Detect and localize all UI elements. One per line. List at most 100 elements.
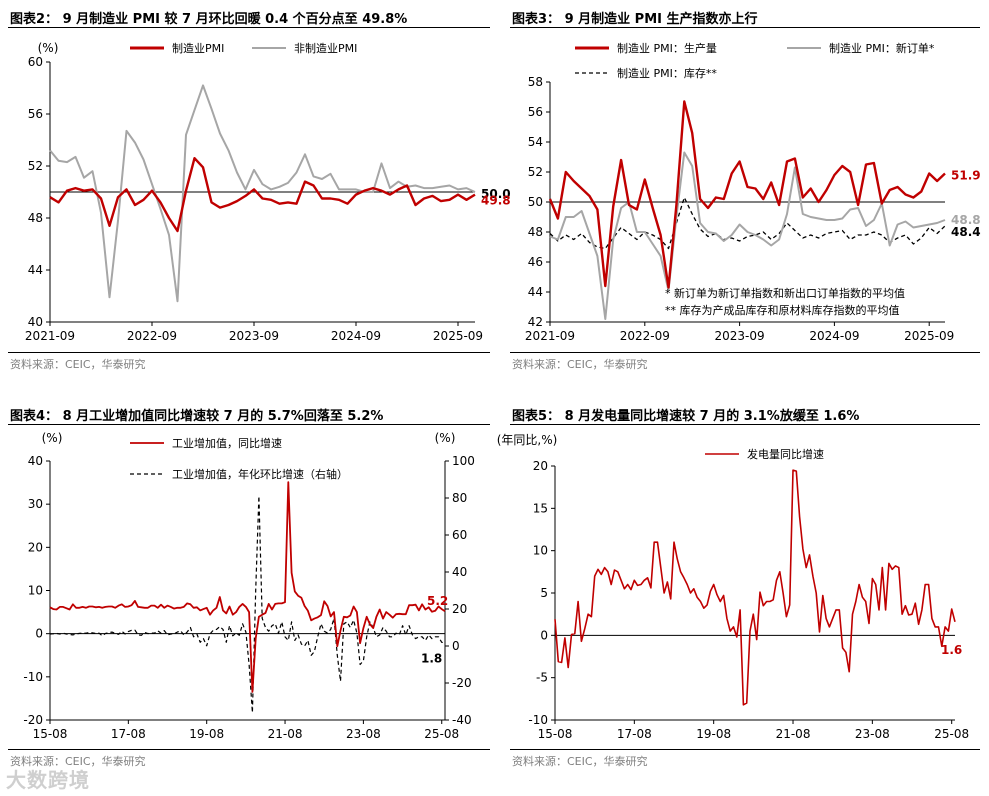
chart1-ytick-label: 44 [28,263,43,277]
chart2-xtick-label: 2021-09 [525,329,575,343]
chart4-end-label-1: 1.6 [941,643,962,657]
chart4-ytick-label: -10 [528,713,548,727]
chart3-title-rule [8,424,490,425]
chart4-xtick-label: 23-08 [855,727,890,741]
chart4-ytick-label: 10 [533,544,548,558]
chart3-ytick-label: -20 [23,713,43,727]
chart3-series-2-line [49,495,446,714]
chart1-title: 图表2： 9 月制造业 PMI 较 7 月环比回暖 0.4 个百分点至 49.8… [10,12,408,27]
chart4-ytick-label: 0 [540,628,548,642]
chart1-legend-label-1: 制造业PMI [172,41,224,55]
chart3-source-rule [8,749,490,750]
chart1-y-unit: (%) [38,41,59,55]
chart1-title-rule [8,27,490,28]
chart2-end-label-3: 48.4 [951,225,981,239]
chart1-source-rule [8,352,490,353]
chart3-ytick-label: 40 [28,454,43,468]
chart4-title-rule [510,424,980,425]
chart3-end-label-2: 1.8 [421,652,442,666]
chart3-y2tick-label: 100 [452,454,475,468]
chart3-end-label-1: 5.2 [427,594,448,608]
chart2-xtick-label: 2022-09 [620,329,670,343]
chart3-y-unit: (%) [42,431,63,445]
chart3-xtick-label: 19-08 [189,727,224,741]
chart2-ytick-label: 44 [528,285,543,299]
chart1-ytick-label: 52 [28,159,43,173]
chart2-source: 资料来源：CEIC，华泰研究 [512,358,648,371]
chart3-y2tick-label: 80 [452,491,467,505]
chart4-xtick-label: 17-08 [617,727,652,741]
chart3-ytick-label: -10 [23,670,43,684]
chart2-xtick-label: 2025-09 [904,329,954,343]
chart3-legend-label-1: 工业增加值，同比增速 [172,436,282,450]
chart1-end-label-2: 49.8 [481,194,511,208]
chart4-title: 图表5： 8 月发电量同比增速较 7 月的 3.1%放缓至 1.6% [512,409,860,424]
chart2-series-3-line [549,196,946,250]
chart2-legend-label-1: 制造业 PMI：生产量 [617,41,717,55]
chart3-y2tick-label: 60 [452,528,467,542]
chart1-xtick-label: 2023-09 [229,329,279,343]
chart2-xtick-label: 2024-09 [809,329,859,343]
chart4-source: 资料来源：CEIC，华泰研究 [512,755,648,768]
chart3-y2tick-label: 0 [452,639,460,653]
chart1-xtick-label: 2021-09 [25,329,75,343]
chart2-ytick-label: 42 [528,315,543,329]
chart4-power-generation: -10 -5 0 5 10 15 20 15-08 17-08 19-08 21-08 23-08 25… [497,433,969,741]
chart1-xtick-label: 2024-09 [331,329,381,343]
chart2-legend-label-2: 制造业 PMI：新订单* [829,41,935,55]
chart2-ytick-label: 46 [528,255,543,269]
chart4-source-rule [510,749,980,750]
chart2-legend-label-3: 制造业 PMI：库存** [617,66,717,80]
chart4-ytick-label: 20 [533,459,548,473]
chart3-y2tick-label: -40 [452,713,472,727]
chart1-series-2-line [49,84,476,303]
chart1-ytick-label: 48 [28,211,43,225]
chart4-ytick-label: 15 [533,501,548,515]
chart3-title: 图表4： 8 月工业增加值同比增速较 7 月的 5.7%回落至 5.2% [10,409,384,424]
chart3-xtick-label: 15-08 [33,727,68,741]
chart3-xtick-label: 23-08 [346,727,381,741]
chart1-manufacturing-pmi: 40 44 48 52 56 60 2021-09 2022-09 2023-09 2024-09… [25,41,511,343]
chart3-y2-unit: (%) [435,431,456,445]
chart4-ytick-label: -5 [536,671,548,685]
chart4-ytick-label: 5 [540,586,548,600]
chart2-title: 图表3： 9 月制造业 PMI 生产指数亦上行 [512,12,758,27]
chart1-ytick-label: 56 [28,107,43,121]
chart2-ytick-label: 56 [528,105,543,119]
chart4-y-unit: (年同比,%) [497,433,558,447]
chart3-ytick-label: 30 [28,497,43,511]
chart2-ytick-label: 52 [528,165,543,179]
chart1-xtick-label: 2022-09 [127,329,177,343]
chart4-legend-label-1: 发电量同比增速 [747,447,824,461]
chart4-xtick-label: 15-08 [538,727,573,741]
chart2-pmi-subindices: 42 44 46 48 50 52 54 56 58 2021-09 2022-09 2023-09 2… [525,41,981,343]
chart1-end-label-1: 50.0 [481,187,511,201]
chart4-series-1-line [554,469,956,706]
chart4-xtick-label: 25-08 [934,727,969,741]
chart3-xtick-label: 21-08 [268,727,303,741]
chart3-y2tick-label: 40 [452,565,467,579]
watermark: 大数跨境 [6,768,90,792]
chart2-series-2-line [549,151,946,320]
chart3-ytick-label: 0 [35,627,43,641]
chart3-xtick-label: 25-08 [424,727,459,741]
chart2-note-1: * 新订单为新订单指数和新出口订单指数的平均值 [665,286,905,300]
chart3-xtick-label: 17-08 [111,727,146,741]
chart1-ytick-label: 40 [28,315,43,329]
chart4-xtick-label: 21-08 [776,727,811,741]
chart2-end-label-1: 51.9 [951,169,981,183]
chart2-title-rule [510,27,980,28]
chart3-legend-label-2: 工业增加值，年化环比增速（右轴） [172,467,348,481]
chart2-ytick-label: 54 [528,135,543,149]
chart3-series-1-line [49,481,446,693]
chart2-ytick-label: 48 [528,225,543,239]
chart2-xtick-label: 2023-09 [715,329,765,343]
chart3-industrial-value-added: -20 -10 0 10 20 30 40 -40 -20 0 20 40 60 80 100 15-08 17… [23,431,475,741]
chart1-xtick-label: 2025-09 [433,329,483,343]
chart3-y2tick-label: 20 [452,602,467,616]
chart2-ytick-label: 58 [528,75,543,89]
chart3-ytick-label: 10 [28,584,43,598]
chart3-ytick-label: 20 [28,540,43,554]
chart4-xtick-label: 19-08 [696,727,731,741]
chart1-series-1-line [49,157,476,233]
